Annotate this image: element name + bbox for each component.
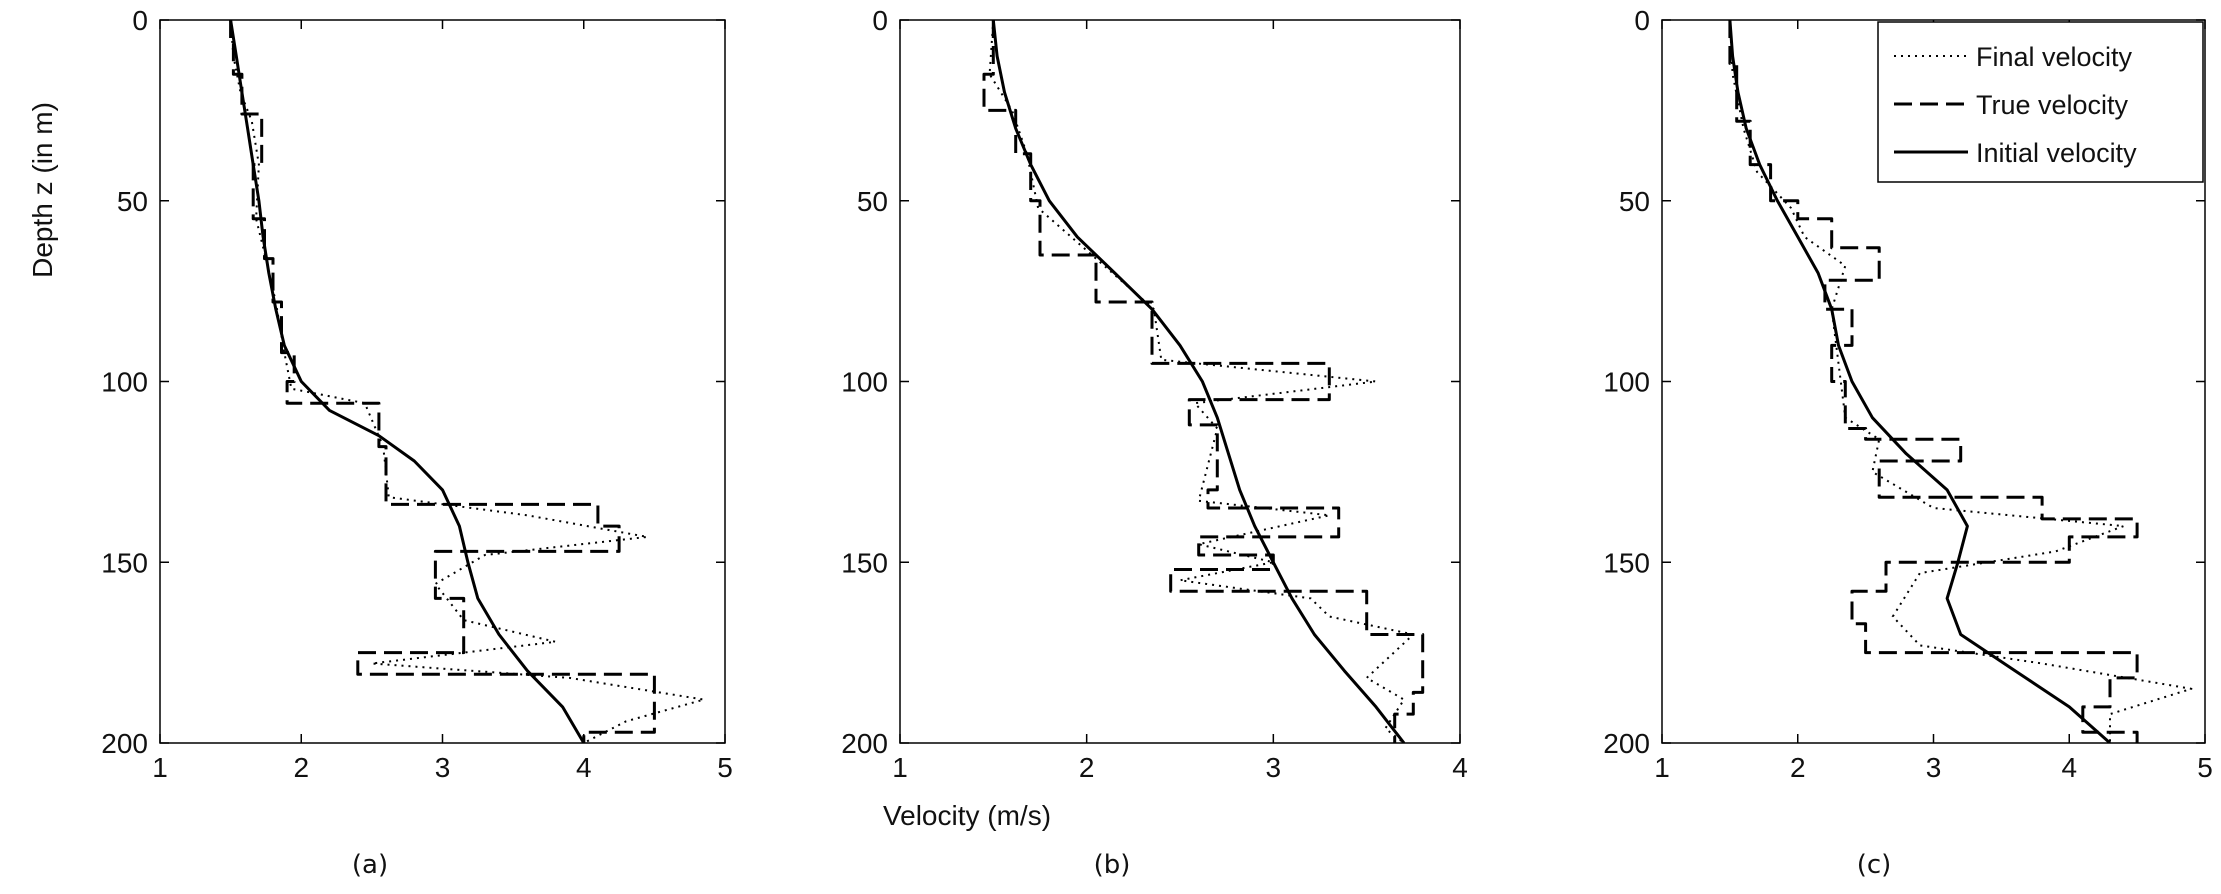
- y-tick-label: 100: [841, 367, 888, 398]
- y-tick-label: 200: [1603, 728, 1650, 759]
- y-tick-label: 150: [1603, 547, 1650, 578]
- legend: Final velocity True velocity Initial veloc…: [1878, 22, 2203, 182]
- x-tick-label: 2: [293, 752, 309, 783]
- x-tick-label: 5: [2197, 752, 2213, 783]
- y-tick-label: 0: [132, 5, 148, 36]
- series-initial-line: [993, 20, 1404, 743]
- y-tick-label: 50: [857, 186, 888, 217]
- x-tick-label: 3: [1926, 752, 1942, 783]
- y-tick-label: 0: [1634, 5, 1650, 36]
- y-tick-label: 100: [1603, 367, 1650, 398]
- y-tick-label: 200: [841, 728, 888, 759]
- x-tick-label: 4: [1452, 752, 1468, 783]
- y-tick-label: 100: [101, 367, 148, 398]
- panel-b: 1 2 3 4 0 50 100 150 200: [841, 5, 1468, 783]
- y-tick-label: 150: [841, 547, 888, 578]
- x-tick-label: 3: [1266, 752, 1282, 783]
- legend-label-initial: Initial velocity: [1976, 138, 2137, 168]
- axes-frame: [160, 20, 725, 743]
- y-tick-label: 150: [101, 547, 148, 578]
- panel-c: 12345050100150200Final velocityTrue velo…: [1603, 5, 2213, 783]
- x-tick-label: 4: [2061, 752, 2077, 783]
- x-tick-label: 1: [1654, 752, 1670, 783]
- y-tick-label: 0: [872, 5, 888, 36]
- x-tick-label: 4: [576, 752, 592, 783]
- x-tick-label: 2: [1079, 752, 1095, 783]
- series-initial-line: [231, 20, 584, 743]
- x-tick-label: 2: [1790, 752, 1806, 783]
- y-tick-label: 50: [1619, 186, 1650, 217]
- y-tick-label: 50: [117, 186, 148, 217]
- panel-a: 12345050100150200: [101, 5, 733, 783]
- x-tick-label: 1: [152, 752, 168, 783]
- x-axis-label: Velocity (m/s): [883, 800, 1051, 831]
- x-tick-label: 1: [892, 752, 908, 783]
- caption-c: (c): [1857, 850, 1892, 880]
- x-tick-label: 3: [435, 752, 451, 783]
- caption-a: (a): [352, 850, 388, 880]
- caption-b: (b): [1094, 850, 1131, 880]
- legend-label-final: Final velocity: [1976, 42, 2133, 72]
- y-axis-label: Depth z (in m): [27, 102, 58, 278]
- y-tick-label: 200: [101, 728, 148, 759]
- series-true-line: [231, 20, 655, 743]
- legend-label-true: True velocity: [1976, 90, 2129, 120]
- x-tick-label: 5: [717, 752, 733, 783]
